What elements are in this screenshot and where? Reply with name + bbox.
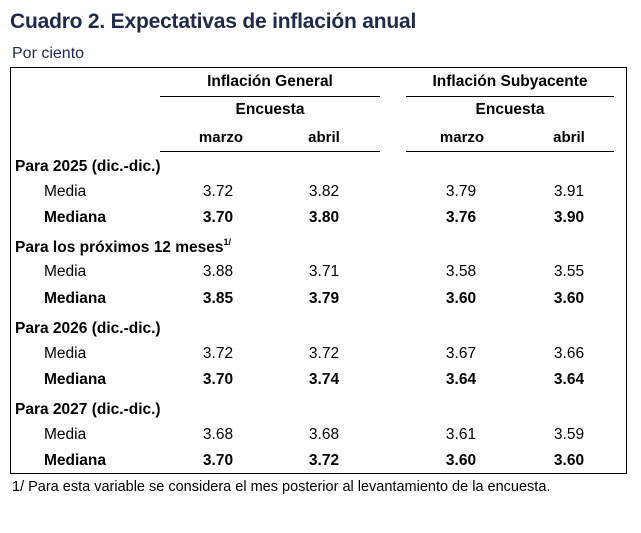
section-label: Para 2025 (dic.-dic.) (15, 158, 161, 175)
header-rule-general (160, 151, 380, 152)
value-cell: 3.72 (202, 183, 234, 200)
group-sublabel-general: Encuesta (235, 101, 305, 118)
value-cell: 3.59 (553, 426, 585, 443)
value-cell: 3.58 (445, 263, 477, 280)
value-cell: 3.60 (445, 290, 477, 307)
section-label: Para los próximos 12 meses1/ (15, 237, 232, 256)
row-label-media: Media (44, 426, 87, 443)
value-cell: 3.60 (553, 290, 585, 307)
group-header-subyacente: Inflación Subyacente (432, 73, 588, 90)
value-cell: 3.88 (202, 263, 234, 280)
col-header-subyacente-marzo: marzo (439, 129, 485, 146)
value-cell: 3.72 (308, 345, 340, 362)
row-label-media: Media (44, 345, 87, 362)
value-cell: 3.68 (202, 426, 234, 443)
group-divider-general (160, 96, 380, 97)
value-cell: 3.70 (202, 371, 234, 388)
value-cell: 3.74 (308, 371, 340, 388)
value-cell: 3.79 (308, 290, 340, 307)
table-title: Cuadro 2. Expectativas de inflación anua… (10, 10, 417, 33)
value-cell: 3.64 (445, 371, 477, 388)
value-cell: 3.64 (553, 371, 585, 388)
footnote: 1/ Para esta variable se considera el me… (12, 479, 551, 495)
value-cell: 3.60 (553, 452, 585, 469)
row-label-media: Media (44, 263, 87, 280)
value-cell: 3.71 (308, 263, 340, 280)
table-box (10, 67, 627, 474)
value-cell: 3.79 (445, 183, 477, 200)
group-divider-subyacente (406, 96, 614, 97)
value-cell: 3.72 (308, 452, 340, 469)
section-label: Para 2026 (dic.-dic.) (15, 320, 161, 337)
value-cell: 3.82 (308, 183, 340, 200)
value-cell: 3.70 (202, 209, 234, 226)
header-rule-subyacente (406, 151, 614, 152)
value-cell: 3.61 (445, 426, 477, 443)
value-cell: 3.76 (445, 209, 477, 226)
value-cell: 3.91 (553, 183, 585, 200)
value-cell: 3.80 (308, 209, 340, 226)
section-label: Para 2027 (dic.-dic.) (15, 401, 161, 418)
row-label-mediana: Mediana (44, 452, 107, 469)
value-cell: 3.60 (445, 452, 477, 469)
value-cell: 3.70 (202, 452, 234, 469)
row-label-mediana: Mediana (44, 290, 107, 307)
row-label-mediana: Mediana (44, 371, 107, 388)
row-label-media: Media (44, 183, 87, 200)
value-cell: 3.72 (202, 345, 234, 362)
col-header-general-abril: abril (308, 129, 340, 146)
group-sublabel-subyacente: Encuesta (475, 101, 545, 118)
col-header-subyacente-abril: abril (553, 129, 585, 146)
col-header-general-marzo: marzo (198, 129, 244, 146)
table-subtitle: Por ciento (12, 45, 85, 62)
value-cell: 3.68 (308, 426, 340, 443)
value-cell: 3.90 (553, 209, 585, 226)
value-cell: 3.67 (445, 345, 477, 362)
value-cell: 3.55 (553, 263, 585, 280)
value-cell: 3.66 (553, 345, 585, 362)
group-header-general: Inflación General (207, 73, 333, 90)
row-label-mediana: Mediana (44, 209, 107, 226)
value-cell: 3.85 (202, 290, 234, 307)
